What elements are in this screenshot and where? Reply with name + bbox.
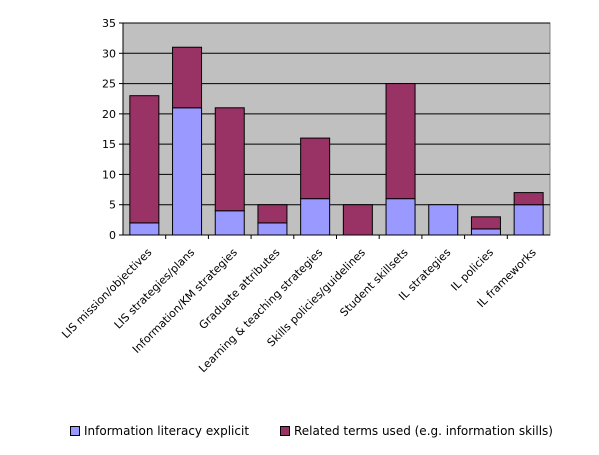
y-tick-label: 5	[109, 199, 116, 212]
x-tick-label: LIS strategies/plans	[112, 246, 198, 332]
bar-segment-series-0	[300, 198, 331, 236]
y-tick-label: 20	[102, 108, 116, 121]
y-tick-label: 25	[102, 78, 116, 91]
y-tick-label: 15	[102, 138, 116, 151]
y-tick-label: 0	[109, 229, 116, 242]
axes	[119, 22, 550, 239]
bar-segment-series-0	[513, 204, 544, 236]
y-tick-label: 35	[102, 17, 116, 30]
bar-segment-series-0	[129, 222, 160, 236]
bar-segment-series-0	[470, 228, 501, 236]
bar-segment-series-1	[513, 192, 544, 206]
bar-segment-series-1	[172, 46, 203, 109]
legend-swatch-information-literacy-explicit	[70, 426, 80, 436]
bar-segment-series-1	[470, 216, 501, 230]
legend-label-information-literacy-explicit: Information literacy explicit	[84, 424, 250, 438]
bar-segment-series-0	[428, 204, 459, 236]
legend-item-related-terms-used: Related terms used (e.g. information ski…	[280, 424, 553, 438]
y-tick-labels: 0 5 10 15 20 25 30 35	[102, 17, 116, 242]
bar-segment-series-1	[300, 137, 331, 200]
legend-label-related-terms-used: Related terms used (e.g. information ski…	[294, 424, 553, 438]
bar-segment-series-1	[129, 95, 160, 224]
bar-segment-series-0	[385, 198, 416, 236]
y-tick-label: 10	[102, 168, 116, 181]
y-tick-label: 30	[102, 47, 116, 60]
bar-segment-series-0	[257, 222, 288, 236]
bar-segment-series-1	[257, 204, 288, 224]
bar-segment-series-0	[214, 210, 245, 236]
legend: Information literacy explicit Related te…	[70, 424, 590, 444]
legend-swatch-related-terms-used	[280, 426, 290, 436]
bar-segment-series-0	[172, 107, 203, 236]
bar-segment-series-1	[342, 204, 373, 236]
bar-segment-series-1	[385, 83, 416, 200]
x-tick-label: Graduate attributes	[196, 246, 282, 332]
legend-item-information-literacy-explicit: Information literacy explicit	[70, 424, 249, 438]
bar-segment-series-1	[214, 107, 245, 212]
